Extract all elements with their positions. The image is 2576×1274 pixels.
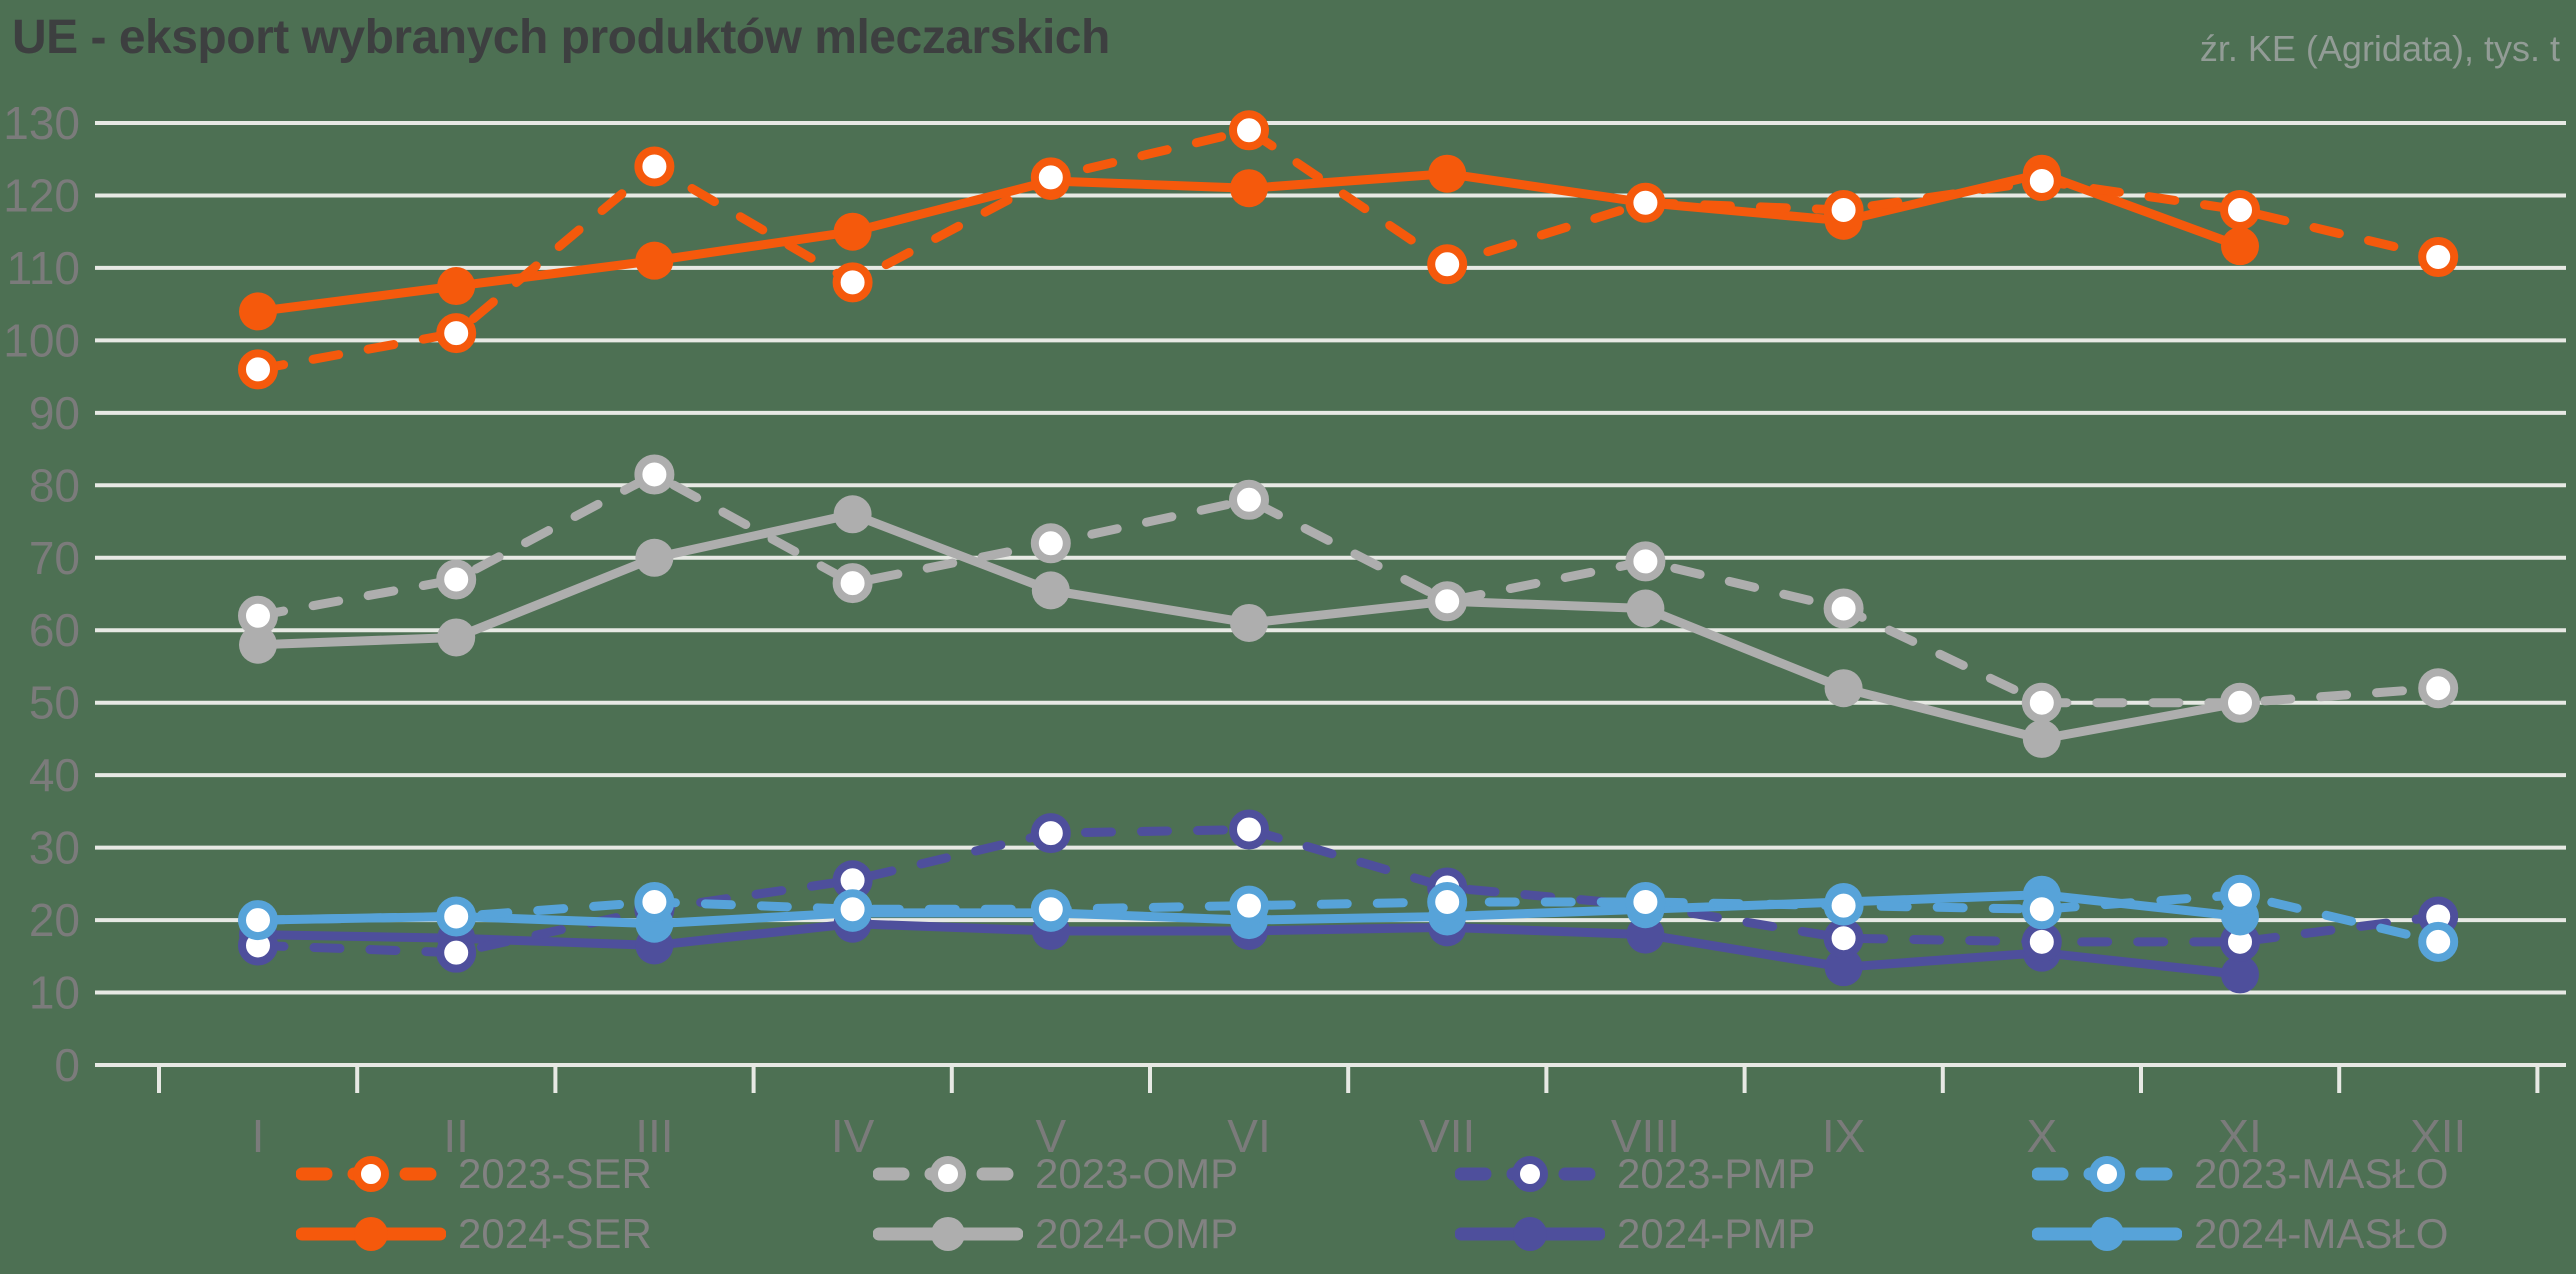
svg-text:110: 110 <box>7 242 80 294</box>
legend-marker-2023-pmp-icon <box>1455 1150 1605 1198</box>
svg-text:120: 120 <box>3 169 80 221</box>
svg-text:100: 100 <box>3 314 80 366</box>
legend-label-2023-ser: 2023-SER <box>458 1150 652 1197</box>
series-2023-maslo <box>238 874 2459 962</box>
series-2023-omp <box>238 454 2459 723</box>
legend-label-2023-pmp: 2023-PMP <box>1617 1150 1816 1197</box>
svg-text:0: 0 <box>54 1039 80 1091</box>
svg-text:X: X <box>2026 1110 2057 1162</box>
legend-marker-2024-ser-icon <box>296 1210 446 1258</box>
legend-item-2023-omp: 2023-OMP <box>873 1148 1455 1200</box>
legend: 2023-SER 2023-OMP 2023-PMP 2023-MASŁO 20… <box>296 1148 2448 1260</box>
x-axis-ticks <box>157 1065 2540 1093</box>
legend-item-2024-pmp: 2024-PMP <box>1455 1208 2032 1260</box>
svg-text:XII: XII <box>2410 1110 2466 1162</box>
svg-text:40: 40 <box>29 749 80 801</box>
svg-text:VII: VII <box>1419 1110 1475 1162</box>
legend-marker-2024-omp-icon <box>873 1210 1023 1258</box>
legend-label-2024-pmp: 2024-PMP <box>1617 1210 1816 1257</box>
svg-text:IV: IV <box>831 1110 875 1162</box>
gridlines <box>95 121 2566 1067</box>
svg-text:20: 20 <box>29 894 80 946</box>
legend-label-2024-maslo: 2024-MASŁO <box>2194 1210 2449 1257</box>
y-axis-labels: 0 10 20 30 40 50 60 70 80 90 100 110 120 130 <box>3 97 80 1091</box>
legend-item-2024-ser: 2024-SER <box>296 1208 873 1260</box>
legend-item-2023-pmp: 2023-PMP <box>1455 1148 2032 1200</box>
svg-text:II: II <box>443 1110 469 1162</box>
svg-text:I: I <box>252 1110 265 1162</box>
series-2024-omp <box>239 495 2259 758</box>
x-axis-labels: I II III IV V VI VII VIII IX X XI XII <box>252 1110 2467 1162</box>
svg-text:130: 130 <box>3 97 80 149</box>
svg-text:80: 80 <box>29 459 80 511</box>
legend-label-2024-omp: 2024-OMP <box>1035 1210 1239 1257</box>
legend-marker-2023-omp-icon <box>873 1150 1023 1198</box>
svg-text:V: V <box>1035 1110 1066 1162</box>
svg-text:VI: VI <box>1227 1110 1270 1162</box>
svg-text:10: 10 <box>29 967 80 1019</box>
series-2024-ser <box>239 154 2259 331</box>
svg-text:70: 70 <box>29 532 80 584</box>
legend-item-2024-maslo: 2024-MASŁO <box>2032 1208 2448 1260</box>
legend-item-2023-maslo: 2023-MASŁO <box>2032 1148 2448 1200</box>
source-note: źr. KE (Agridata), tys. t <box>2199 28 2560 69</box>
svg-text:60: 60 <box>29 604 80 656</box>
legend-marker-2023-maslo-icon <box>2032 1150 2182 1198</box>
legend-item-2024-omp: 2024-OMP <box>873 1208 1455 1260</box>
legend-label-2023-maslo: 2023-MASŁO <box>2194 1150 2449 1197</box>
svg-text:III: III <box>635 1110 673 1162</box>
svg-text:XI: XI <box>2218 1110 2261 1162</box>
legend-marker-2023-ser-icon <box>296 1150 446 1198</box>
legend-marker-2024-pmp-icon <box>1455 1210 1605 1258</box>
chart-title: UE - eksport wybranych produktów mleczar… <box>12 11 1110 64</box>
svg-text:50: 50 <box>29 677 80 729</box>
svg-text:VIII: VIII <box>1611 1110 1680 1162</box>
legend-label-2024-ser: 2024-SER <box>458 1210 652 1257</box>
legend-label-2023-omp: 2023-OMP <box>1035 1150 1239 1197</box>
svg-text:90: 90 <box>29 387 80 439</box>
series-2023-ser <box>238 110 2459 390</box>
legend-marker-2024-maslo-icon <box>2032 1210 2182 1258</box>
svg-text:IX: IX <box>1822 1110 1865 1162</box>
legend-item-2023-ser: 2023-SER <box>296 1148 873 1200</box>
svg-text:30: 30 <box>29 822 80 874</box>
